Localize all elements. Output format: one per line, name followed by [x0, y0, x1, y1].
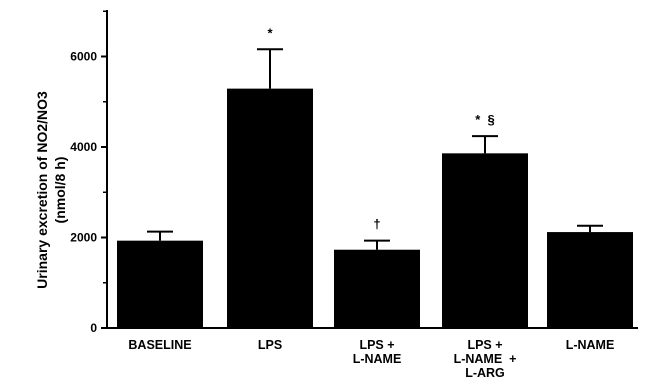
error-bars	[147, 48, 603, 250]
x-tick-label-line: L-NAME +	[454, 352, 517, 366]
x-tick-label: LPS + L-NAME + L-ARG	[454, 338, 517, 380]
y-tick-label: 4000	[70, 140, 97, 154]
bar	[547, 232, 633, 328]
significance-marker: * §	[475, 112, 495, 127]
x-tick-label: BASELINE	[128, 338, 191, 352]
y-tick-label: 0	[90, 321, 97, 335]
y-axis-label: Urinary excretion of NO2/NO3 (nmol/8 h)	[34, 91, 68, 289]
significance-marker: *	[267, 25, 273, 40]
x-tick-label-line: LPS +	[359, 338, 394, 352]
y-tick-label: 2000	[70, 231, 97, 245]
y-ticks: 0 2000 4000 6000	[70, 10, 107, 335]
y-axis-label-line-1: Urinary excretion of NO2/NO3	[34, 91, 50, 289]
bar	[117, 240, 203, 328]
bar	[334, 249, 420, 328]
significance-marker: †	[373, 217, 380, 232]
x-tick-label: L-NAME	[566, 338, 615, 352]
x-tick-label-line: LPS +	[467, 338, 502, 352]
y-tick-label: 6000	[70, 50, 97, 64]
y-axis-label-line-2: (nmol/8 h)	[52, 157, 68, 224]
x-tick-label-line: L-ARG	[465, 366, 505, 380]
bar	[442, 153, 528, 328]
annotations: * † * §	[267, 25, 494, 231]
x-tick-label: LPS + L-NAME	[353, 338, 402, 366]
x-tick-label-line: L-NAME	[566, 338, 615, 352]
x-tick-label-line: LPS	[258, 338, 282, 352]
x-tick-label-line: L-NAME	[353, 352, 402, 366]
bars	[117, 88, 633, 328]
x-tick-label: LPS	[258, 338, 282, 352]
x-tick-label-line: BASELINE	[128, 338, 191, 352]
bar	[227, 88, 313, 328]
